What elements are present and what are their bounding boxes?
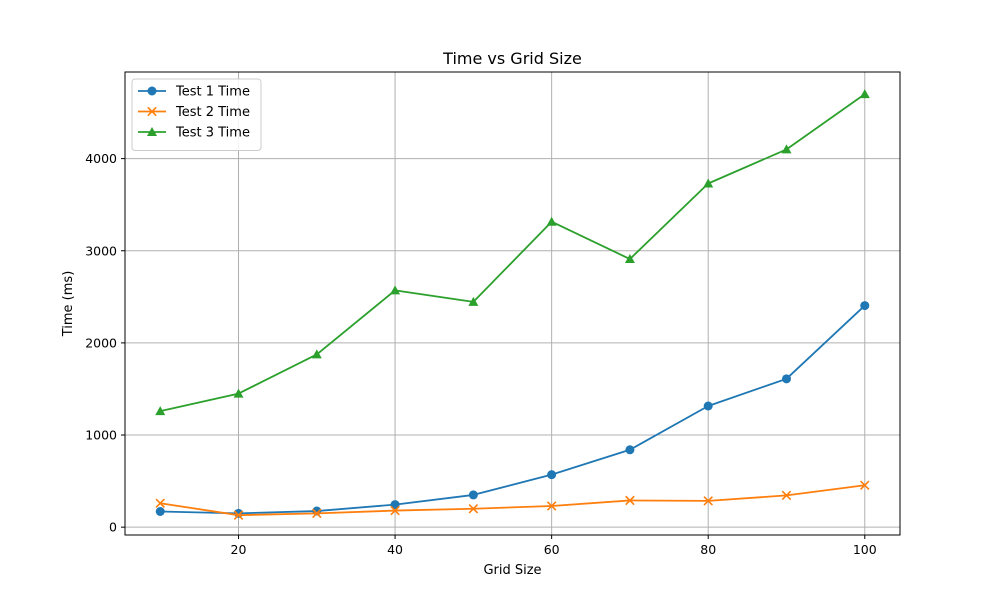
data-point <box>781 490 792 501</box>
x-tick-label: 60 <box>544 542 560 557</box>
data-point <box>468 490 478 500</box>
x-tick-label: 40 <box>387 542 403 557</box>
y-tick-label: 3000 <box>85 243 117 258</box>
data-point <box>468 503 479 514</box>
data-point <box>155 498 165 508</box>
data-point <box>468 296 479 306</box>
y-tick-label: 2000 <box>85 335 117 350</box>
chart-title: Time vs Grid Size <box>442 49 582 68</box>
plot-area <box>124 71 901 536</box>
legend-marker <box>147 106 157 117</box>
data-point <box>547 470 557 480</box>
series-line <box>160 93 866 412</box>
x-tick-label: 20 <box>231 542 247 557</box>
data-point <box>390 500 400 510</box>
y-axis-label: Time (ms) <box>61 271 76 338</box>
legend-marker <box>147 127 157 136</box>
data-point <box>233 510 244 520</box>
x-axis-label: Grid Size <box>483 563 541 578</box>
series-line <box>160 304 866 515</box>
data-point <box>860 480 870 491</box>
data-point <box>234 508 244 518</box>
data-point <box>859 89 870 99</box>
data-point <box>625 445 635 455</box>
y-tick-label: 0 <box>109 520 117 535</box>
legend-entry: Test 3 Time <box>138 126 250 141</box>
x-tick-label: 80 <box>700 542 716 557</box>
data-point <box>311 349 322 359</box>
data-point <box>155 406 166 416</box>
y-tick-label: 1000 <box>85 428 117 443</box>
data-point <box>781 144 792 154</box>
legend-marker <box>147 86 157 96</box>
x-tick-label: 100 <box>853 542 877 557</box>
data-point <box>233 388 244 398</box>
legend-label: Test 3 Time <box>175 126 250 141</box>
legend-entry: Test 2 Time <box>138 105 250 120</box>
series-line <box>160 484 865 517</box>
data-point <box>390 505 400 516</box>
grid <box>125 72 900 535</box>
data-point <box>703 178 714 188</box>
data-point <box>624 254 635 264</box>
data-point <box>546 216 557 226</box>
data-point <box>860 301 870 311</box>
series-3 <box>155 89 870 416</box>
legend: Test 1 Time Test 2 Time Test 3 Time <box>131 78 262 151</box>
series <box>155 89 870 520</box>
legend-label: Test 2 Time <box>175 105 250 120</box>
series-1 <box>155 301 870 518</box>
data-point <box>703 496 713 506</box>
data-point <box>155 507 165 517</box>
data-point <box>546 501 557 511</box>
data-point <box>703 401 713 411</box>
y-tick-label: 4000 <box>85 151 117 166</box>
data-point <box>390 285 401 295</box>
legend-label: Test 1 Time <box>175 85 250 100</box>
data-point <box>312 508 322 519</box>
legend-entry: Test 1 Time <box>138 85 250 100</box>
data-point <box>781 374 791 384</box>
data-point <box>625 495 635 506</box>
series-2 <box>155 480 870 520</box>
